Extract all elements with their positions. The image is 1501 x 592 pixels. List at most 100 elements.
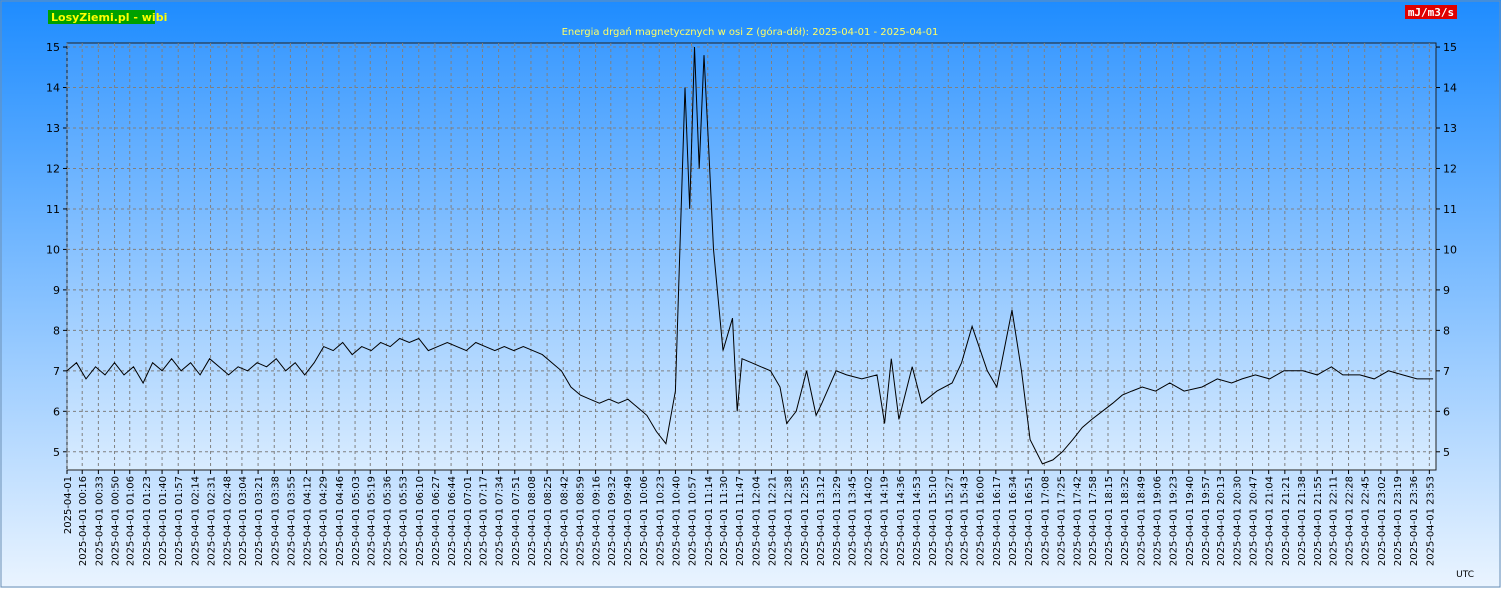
y2-tick-label: 12 — [1443, 162, 1457, 175]
x-tick-label: 2025-04-01 23:53 — [1425, 476, 1436, 566]
x-tick-label: 2025-04-01 01:06 — [126, 476, 137, 566]
x-tick-label: 2025-04-01 06:27 — [431, 476, 442, 566]
y2-tick-label: 6 — [1443, 405, 1450, 418]
x-tick-label: 2025-04-01 06:10 — [415, 476, 426, 566]
x-tick-label: 2025-04-01 12:04 — [751, 476, 762, 566]
x-tick-label: 2025-04-01 07:51 — [511, 476, 522, 566]
y2-tick-label: 8 — [1443, 324, 1450, 337]
x-tick-label: 2025-04-01 11:30 — [719, 476, 730, 566]
x-tick-label: 2025-04-01 20:30 — [1232, 476, 1243, 566]
plot-area — [66, 42, 1437, 471]
y-tick-label: 13 — [46, 122, 60, 135]
y-tick-label: 14 — [46, 82, 60, 95]
x-tick-label: 2025-04-01 01:40 — [158, 476, 169, 566]
badge: LosyZiemi.pl - wibi — [51, 11, 167, 24]
x-tick-label: 2025-04-01 09:16 — [592, 476, 603, 566]
x-tick-label: 2025-04-01 14:53 — [912, 476, 923, 566]
x-tick-label: 2025-04-01 05:03 — [351, 476, 362, 566]
x-tick-label: 2025-04-01 15:27 — [944, 476, 955, 566]
y-tick-label: 8 — [53, 324, 60, 337]
x-tick-label: 2025-04-01 00:50 — [111, 476, 122, 566]
x-tick-label: 2025-04-01 11:47 — [735, 476, 746, 566]
y2-tick-label: 11 — [1443, 203, 1457, 216]
x-tick-label: 2025-04-01 17:42 — [1073, 476, 1084, 566]
x-tick-label: 2025-04-01 01:57 — [174, 476, 185, 566]
y-tick-label: 10 — [46, 243, 60, 256]
y2-tick-label: 13 — [1443, 122, 1457, 135]
x-tick-label: 2025-04-01 21:21 — [1281, 476, 1292, 566]
x-tick-label: 2025-04-01 02:48 — [223, 476, 234, 566]
x-tick-label: 2025-04-01 10:23 — [655, 476, 666, 566]
x-tick-label: 2025-04-01 — [63, 476, 74, 534]
unit-box — [1405, 5, 1457, 19]
x-tick-label: 2025-04-01 10:06 — [639, 476, 650, 566]
x-tick-label: 2025-04-01 15:43 — [960, 476, 971, 566]
x-tick-label: 2025-04-01 14:19 — [880, 476, 891, 566]
y-tick-label: 9 — [53, 284, 60, 297]
x-tick-label: 2025-04-01 13:45 — [847, 476, 858, 566]
y-tick-label: 6 — [53, 405, 60, 418]
x-tick-label: 2025-04-01 05:19 — [366, 476, 377, 566]
x-tick-label: 2025-04-01 16:51 — [1024, 476, 1035, 566]
x-tick-label: 2025-04-01 03:55 — [286, 476, 297, 566]
y-tick-label: 7 — [53, 365, 60, 378]
x-tick-label: 2025-04-01 04:46 — [335, 476, 346, 566]
x-tick-label: 2025-04-01 21:04 — [1265, 476, 1276, 566]
x-tick-label: 2025-04-01 12:55 — [800, 476, 811, 566]
unit: mJ/m3/s — [1408, 6, 1454, 19]
x-tick-label: 2025-04-01 02:14 — [190, 476, 201, 566]
y2-tick-label: 15 — [1443, 41, 1457, 54]
x-tick-label: 2025-04-01 20:13 — [1216, 476, 1227, 566]
x-tick-label: 2025-04-01 00:16 — [78, 476, 89, 566]
x-tick-label: 2025-04-01 02:31 — [207, 476, 218, 566]
x-tick-label: 2025-04-01 08:08 — [527, 476, 538, 566]
x-tick-label: 2025-04-01 10:40 — [671, 476, 682, 566]
x-tick-label: 2025-04-01 23:02 — [1377, 476, 1388, 566]
x-tick-label: 2025-04-01 22:45 — [1361, 476, 1372, 566]
y-tick-label: 12 — [46, 162, 60, 175]
data-line — [67, 46, 1434, 465]
x-tick-label: 2025-04-01 22:28 — [1345, 476, 1356, 566]
y2-tick-label: 14 — [1443, 82, 1457, 95]
y2-tick-label: 10 — [1443, 243, 1457, 256]
x-tick-label: 2025-04-01 17:25 — [1056, 476, 1067, 566]
x-tick-label: 2025-04-01 04:12 — [303, 476, 314, 566]
x-tick-label: 2025-04-01 07:34 — [495, 476, 506, 566]
x-tick-label: 2025-04-01 16:17 — [992, 476, 1003, 566]
y-tick-label: 15 — [46, 41, 60, 54]
y2-tick-label: 9 — [1443, 284, 1450, 297]
x-tick-label: 2025-04-01 06:44 — [447, 476, 458, 566]
x-tick-label: 2025-04-01 07:17 — [478, 476, 489, 566]
timezone: UTC — [1456, 570, 1474, 580]
x-tick-label: 2025-04-01 17:58 — [1088, 476, 1099, 566]
y2-tick-label: 5 — [1443, 446, 1450, 459]
x-tick-label: 2025-04-01 03:38 — [270, 476, 281, 566]
x-tick-label: 2025-04-01 03:21 — [254, 476, 265, 566]
x-tick-label: 2025-04-01 12:21 — [767, 476, 778, 566]
y-tick-label: 5 — [53, 446, 60, 459]
y-tick-label: 11 — [46, 203, 60, 216]
x-tick-label: 2025-04-01 19:40 — [1185, 476, 1196, 566]
x-tick-label: 2025-04-01 18:32 — [1120, 476, 1131, 566]
x-tick-label: 2025-04-01 18:49 — [1136, 476, 1147, 566]
y2-tick-label: 7 — [1443, 365, 1450, 378]
x-tick-label: 2025-04-01 23:19 — [1393, 476, 1404, 566]
x-tick-label: 2025-04-01 13:29 — [832, 476, 843, 566]
x-tick-label: 2025-04-01 10:57 — [688, 476, 699, 566]
x-tick-label: 2025-04-01 07:01 — [463, 476, 474, 566]
x-tick-label: 2025-04-01 00:33 — [94, 476, 105, 566]
x-tick-label: 2025-04-01 04:29 — [319, 476, 330, 566]
x-tick-label: 2025-04-01 22:11 — [1328, 476, 1339, 566]
x-tick-label: 2025-04-01 14:36 — [896, 476, 907, 566]
x-tick-label: 2025-04-01 21:55 — [1313, 476, 1324, 566]
x-tick-label: 2025-04-01 08:42 — [559, 476, 570, 566]
x-tick-label: 2025-04-01 20:47 — [1249, 476, 1260, 566]
x-tick-label: 2025-04-01 14:02 — [863, 476, 874, 566]
x-tick-label: 2025-04-01 18:15 — [1104, 476, 1115, 566]
x-tick-label: 2025-04-01 21:38 — [1297, 476, 1308, 566]
x-tick-label: 2025-04-01 01:23 — [142, 476, 153, 566]
x-tick-label: 2025-04-01 16:34 — [1008, 476, 1019, 566]
x-tick-label: 2025-04-01 13:12 — [816, 476, 827, 566]
